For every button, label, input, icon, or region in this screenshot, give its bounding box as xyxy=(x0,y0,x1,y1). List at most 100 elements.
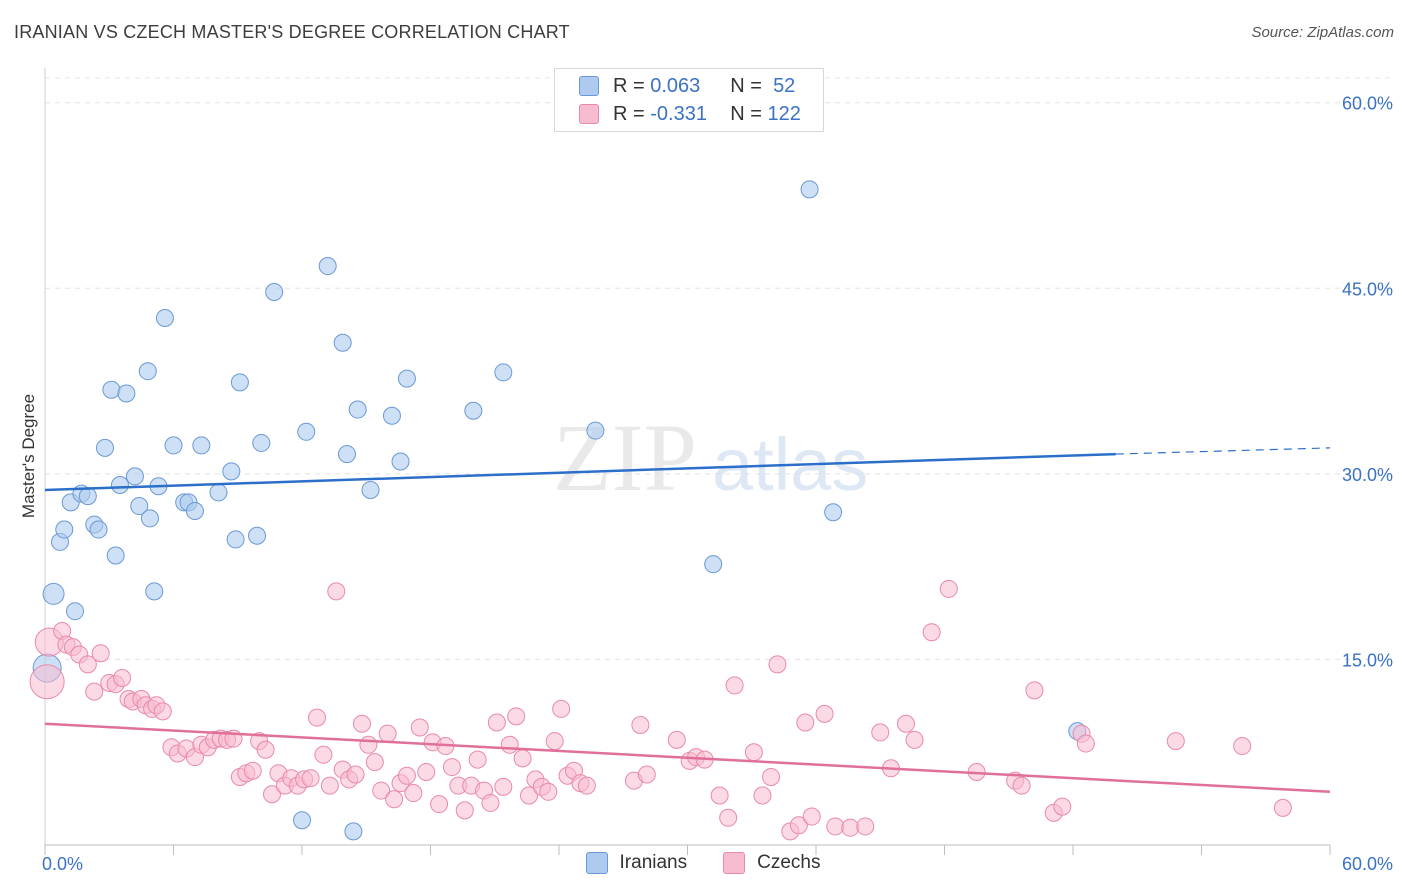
czechs-point xyxy=(481,793,500,812)
czechs-point xyxy=(513,749,532,768)
series-swatch-iranians xyxy=(585,852,608,874)
legend-r-label: R = xyxy=(613,74,645,97)
czechs-point xyxy=(91,644,110,663)
series-legend-czechs: Czechs xyxy=(723,852,820,874)
y-tick-label: 60.0% xyxy=(1342,94,1393,114)
czechs-point xyxy=(78,655,97,674)
czechs-point xyxy=(826,817,845,836)
czechs-point xyxy=(856,817,875,836)
iranians-point xyxy=(110,476,129,495)
iranians-point xyxy=(226,530,245,549)
czechs-point xyxy=(263,785,282,804)
czechs-point xyxy=(243,761,262,780)
czechs-point xyxy=(768,655,787,674)
iranians-point xyxy=(42,582,65,605)
grid-lines xyxy=(45,77,1392,660)
x-tick-label-max: 60.0% xyxy=(1342,854,1393,874)
czechs-point xyxy=(896,714,915,733)
legend-n-label: N = xyxy=(730,102,762,125)
legend-swatch-iranians xyxy=(579,76,599,96)
iranians-point xyxy=(397,369,416,388)
czechs-point xyxy=(29,664,65,700)
trend-lines xyxy=(44,447,1331,794)
y-tick-label: 45.0% xyxy=(1342,279,1393,299)
czechs-point xyxy=(507,707,526,726)
y-tick-label: 30.0% xyxy=(1342,465,1393,485)
series-label-iranians: Iranians xyxy=(619,852,688,873)
correlation-legend: R = 0.063 N = 52 R = -0.331 N = 122 xyxy=(554,68,824,132)
legend-n-label: N = xyxy=(730,74,762,97)
x-tick-label-min: 0.0% xyxy=(42,854,83,874)
czechs-point xyxy=(494,777,513,796)
czechs-point xyxy=(417,763,436,782)
iranians-point xyxy=(252,433,271,452)
iranians-point xyxy=(145,582,164,601)
iranians-point xyxy=(337,445,356,464)
czechs-point xyxy=(320,776,339,795)
czechs-point xyxy=(1273,798,1292,817)
czechs-point xyxy=(922,623,941,642)
czechs-point xyxy=(301,769,320,788)
legend-r-value-iranians: 0.063 xyxy=(650,74,701,97)
czechs-point xyxy=(85,682,104,701)
czechs-point xyxy=(744,743,763,762)
czechs-point xyxy=(939,579,958,598)
iranians-point xyxy=(89,520,108,539)
series-legend-iranians: Iranians xyxy=(585,852,688,874)
czechs-point xyxy=(753,786,772,805)
czechs-point xyxy=(487,713,506,732)
iranians-point xyxy=(192,436,211,455)
iranians-trend-extension xyxy=(1115,447,1331,455)
czechs-point xyxy=(631,716,650,735)
czechs-point xyxy=(307,708,326,727)
iranians-point xyxy=(382,406,401,425)
czechs-point xyxy=(256,740,275,759)
iranians-point xyxy=(293,811,311,830)
iranians-point xyxy=(138,362,157,381)
czechs-point xyxy=(552,699,571,718)
czechs-point xyxy=(545,732,564,751)
czechs-point xyxy=(359,735,378,754)
czechs-point xyxy=(113,668,132,687)
iranians-point xyxy=(117,384,136,403)
legend-n-value-iranians: 52 xyxy=(773,74,796,97)
iranians-point xyxy=(209,483,228,502)
czechs-point xyxy=(1053,797,1072,816)
iranians-point xyxy=(222,462,241,481)
czechs-point xyxy=(410,718,429,737)
czechs-point xyxy=(430,795,449,814)
czechs-point xyxy=(905,730,924,749)
czechs-point xyxy=(1025,681,1044,700)
watermark-zip: ZIP xyxy=(553,404,697,511)
iranians-point xyxy=(391,452,410,471)
czechs-point xyxy=(539,782,558,801)
czechs-point xyxy=(710,786,729,805)
iranians-point xyxy=(586,421,605,440)
legend-row-czechs: R = -0.331 N = 122 xyxy=(579,102,801,126)
iranians-point xyxy=(164,436,183,455)
y-axis-label: Master's Degree xyxy=(19,394,38,518)
czechs-point xyxy=(153,702,172,721)
czechs-point xyxy=(365,753,384,772)
czechs-point xyxy=(667,730,686,749)
czechs-point xyxy=(637,765,656,784)
iranians-point xyxy=(78,487,97,506)
iranians-point xyxy=(318,257,337,276)
czechs-point xyxy=(871,723,890,742)
legend-n-value-czechs: 122 xyxy=(767,102,801,125)
iranians-point xyxy=(65,602,84,621)
iranians-point xyxy=(140,509,159,528)
series-label-czechs: Czechs xyxy=(757,852,821,873)
czechs-point xyxy=(314,745,333,764)
iranians-point xyxy=(348,400,367,419)
czechs-trend-line xyxy=(44,722,1331,794)
iranians-point xyxy=(106,546,125,565)
czechs-point xyxy=(520,786,539,805)
iranians-point xyxy=(464,401,483,420)
czechs-point xyxy=(500,735,519,754)
iranians-point xyxy=(344,822,363,841)
czechs-point xyxy=(719,808,738,827)
czechs-point xyxy=(1012,776,1031,795)
czechs-point xyxy=(1166,732,1185,751)
